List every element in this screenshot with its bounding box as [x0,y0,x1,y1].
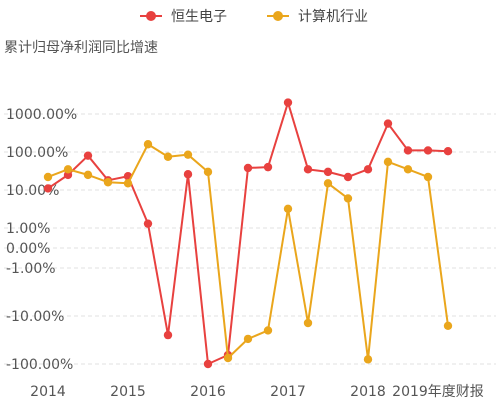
data-point [303,165,313,174]
data-point [143,140,153,149]
data-point [183,170,193,179]
y-axis-ticks: 1000.00%100.00%10.00%1.00%0.00%-1.00%-10… [6,107,77,373]
data-point [303,318,313,328]
legend-label-hengsheng: 恒生电子 [171,9,227,25]
data-point [343,172,353,182]
series-line [47,101,449,365]
legend-label-computer: 计算机行业 [298,9,368,25]
y-tick-label: -1.00% [6,261,56,277]
data-point [143,219,153,228]
y-tick-label: 1.00% [6,221,50,237]
data-point [403,165,413,174]
data-point [423,146,433,155]
data-point [103,178,113,187]
x-tick-label: 2016 [190,384,226,400]
data-point [43,184,53,193]
series [43,98,453,369]
y-tick-label: -10.00% [6,309,64,325]
data-point [203,167,213,177]
data-point [403,146,413,155]
y-tick-label: 100.00% [6,145,68,161]
data-point [83,151,93,160]
data-point [63,165,73,174]
data-point [383,157,393,167]
data-point [83,170,93,180]
data-point [283,98,293,107]
y-tick-label: 0.00% [6,241,50,257]
data-point [163,330,173,340]
data-point [283,204,293,214]
data-point [323,167,333,177]
legend-item-hengsheng[interactable]: 恒生电子 [140,9,227,25]
data-point [123,179,133,188]
legend-marker-computer [273,11,283,21]
chart-subtitle: 累计归母净利润同比增速 [4,39,158,56]
x-tick-label: 2019年度财报 [392,384,484,400]
series-hengsheng [43,98,453,369]
data-point [443,146,453,156]
data-point [343,194,353,203]
grid [4,113,496,365]
data-point [183,150,193,159]
data-point [223,353,233,363]
data-point [323,179,333,188]
data-point [243,163,253,173]
data-point [243,334,253,344]
data-point [423,172,433,182]
y-tick-label: 1000.00% [6,107,77,123]
data-point [443,321,453,330]
series-computer [43,140,453,364]
legend: 恒生电子 计算机行业 [140,9,368,25]
x-tick-label: 2014 [30,384,66,400]
data-point [163,152,173,161]
y-tick-label: -100.00% [6,357,73,373]
data-point [263,162,273,172]
x-tick-label: 2015 [110,384,146,400]
data-point [363,355,373,364]
data-point [263,326,273,335]
data-point [363,165,373,174]
data-point [43,172,53,182]
x-tick-label: 2017 [270,384,306,400]
data-point [203,359,213,369]
legend-item-computer[interactable]: 计算机行业 [267,9,368,25]
legend-marker-hengsheng [146,11,156,21]
x-axis-ticks: 2014 2015 2016 2017 2018 2019年度财报 [30,384,484,400]
data-point [383,119,393,128]
x-tick-label: 2018 [350,384,386,400]
